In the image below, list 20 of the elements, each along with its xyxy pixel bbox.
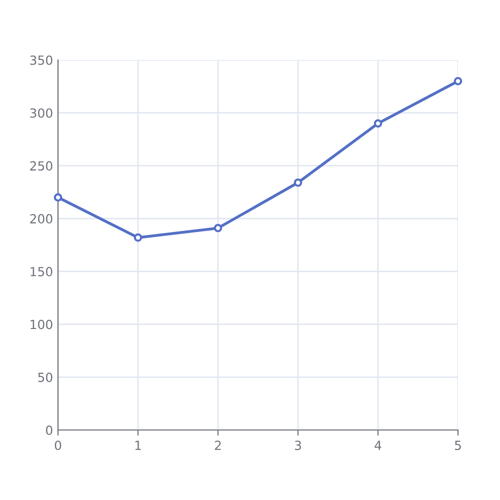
point — [454, 76, 462, 86]
x-tick-label: 5 — [454, 440, 461, 450]
point — [54, 193, 62, 202]
point — [134, 233, 142, 242]
y-tick-label: 300 — [30, 108, 52, 118]
point — [374, 119, 382, 128]
x-tick-label: 2 — [214, 440, 221, 450]
x-tick-label: 0 — [54, 440, 62, 450]
point — [214, 224, 222, 232]
x-tick-label: 1 — [135, 440, 141, 450]
x-tick-label: 4 — [374, 440, 382, 450]
y-tick-label: 150 — [30, 266, 52, 276]
y-tick-label: 350 — [30, 55, 52, 65]
y-tick-label: 200 — [30, 214, 52, 224]
point — [294, 178, 302, 187]
x-tick-label: 3 — [294, 440, 301, 450]
y-tick-label: 50 — [38, 372, 52, 382]
y-tick-label: 100 — [30, 320, 52, 330]
y-tick-label: 0 — [46, 425, 52, 435]
y-tick-label: 250 — [30, 161, 52, 171]
